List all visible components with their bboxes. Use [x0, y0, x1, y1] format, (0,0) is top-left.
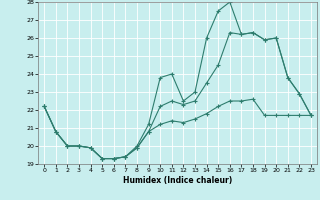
X-axis label: Humidex (Indice chaleur): Humidex (Indice chaleur) [123, 176, 232, 185]
